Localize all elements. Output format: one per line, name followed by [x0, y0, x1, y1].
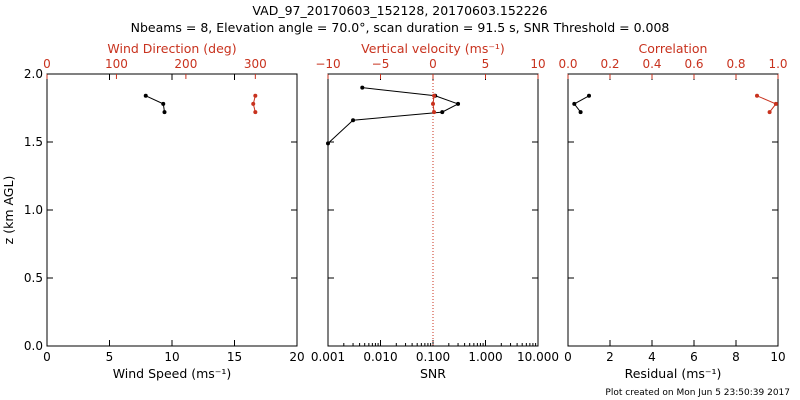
right-series-0-point	[578, 110, 583, 115]
chart-subtitle: Nbeams = 8, Elevation angle = 70.0°, sca…	[130, 20, 670, 35]
right-series-1-point	[773, 101, 778, 106]
left-y-tick-label: 0.5	[24, 271, 43, 285]
middle-top-tick-label: −5	[372, 57, 390, 71]
middle-bottom-tick-label: 10.000	[517, 350, 559, 364]
middle-series-1-point	[431, 101, 435, 106]
middle-x-axis-label: SNR	[420, 366, 446, 381]
left-top-tick-label: 200	[174, 57, 197, 71]
right-bottom-tick-label: 10	[770, 350, 785, 364]
left-panel-frame	[46, 73, 298, 347]
middle-bottom-tick-label: 0.010	[363, 350, 397, 364]
right-series-0-point	[572, 101, 577, 106]
middle-top-tick-label: −10	[315, 57, 340, 71]
left-y-tick-label: 1.5	[24, 135, 43, 149]
left-top-axis-label: Wind Direction (deg)	[107, 41, 236, 56]
left-series-1-point	[253, 93, 258, 98]
left-bottom-tick-label: 5	[106, 350, 114, 364]
left-y-tick-label: 2.0	[24, 67, 43, 81]
right-bottom-tick-label: 6	[690, 350, 698, 364]
middle-series-1-point	[432, 110, 437, 115]
right-series-1-point	[767, 110, 772, 115]
left-y-axis-label: z (km AGL)	[1, 176, 16, 245]
right-bottom-tick-label: 2	[606, 350, 614, 364]
left-y-tick-label: 1.0	[24, 203, 43, 217]
middle-bottom-tick-label: 0.001	[311, 350, 345, 364]
right-panel-frame	[567, 73, 779, 347]
right-top-tick-label: 0.0	[558, 57, 577, 71]
middle-series-1-point	[432, 93, 437, 98]
left-bottom-tick-label: 15	[227, 350, 242, 364]
right-top-axis-label: Correlation	[639, 41, 708, 56]
middle-top-tick-label: 5	[482, 57, 490, 71]
left-x-axis-label: Wind Speed (ms⁻¹)	[113, 366, 232, 381]
left-series-0-point	[143, 93, 148, 98]
left-bottom-tick-label: 0	[43, 350, 51, 364]
left-series-1-point	[253, 110, 258, 115]
left-y-tick-label: 0.0	[24, 339, 43, 353]
right-top-tick-label: 0.2	[600, 57, 619, 71]
right-bottom-tick-label: 0	[564, 350, 572, 364]
left-bottom-tick-label: 20	[289, 350, 304, 364]
middle-series-0-point	[456, 101, 461, 106]
right-series-0-line	[573, 95, 590, 113]
right-top-tick-label: 0.6	[684, 57, 703, 71]
right-series-1-point	[755, 93, 759, 98]
middle-series-0-point	[351, 118, 356, 123]
middle-bottom-tick-label: 0.100	[416, 350, 450, 364]
middle-series-0-point	[440, 110, 445, 115]
left-top-tick-label: 100	[105, 57, 128, 71]
left-top-tick-label: 0	[43, 57, 51, 71]
right-series-0-point	[587, 93, 591, 98]
middle-top-tick-label: 0	[429, 57, 437, 71]
left-series-1-point	[251, 101, 256, 106]
left-series-0-point	[162, 110, 167, 115]
right-bottom-tick-label: 4	[648, 350, 656, 364]
middle-series-0-line	[327, 87, 460, 144]
right-series-1-line	[756, 95, 777, 113]
middle-top-axis-label: Vertical velocity (ms⁻¹)	[361, 41, 505, 56]
left-top-tick-label: 300	[244, 57, 267, 71]
right-top-tick-label: 1.0	[768, 57, 787, 71]
chart-title: VAD_97_20170603_152128, 20170603.152226	[252, 3, 548, 18]
left-series-0-point	[161, 101, 166, 106]
middle-series-0-point	[326, 141, 330, 146]
middle-series-0-point	[360, 85, 365, 90]
right-bottom-tick-label: 8	[732, 350, 740, 364]
right-x-axis-label: Residual (ms⁻¹)	[625, 366, 722, 381]
left-bottom-tick-label: 10	[164, 350, 179, 364]
footer-note: Plot created on Mon Jun 5 23:50:39 2017	[605, 388, 790, 398]
right-top-tick-label: 0.8	[726, 57, 745, 71]
right-top-tick-label: 0.4	[642, 57, 661, 71]
middle-bottom-tick-label: 1.000	[468, 350, 502, 364]
middle-top-tick-label: 10	[530, 57, 545, 71]
